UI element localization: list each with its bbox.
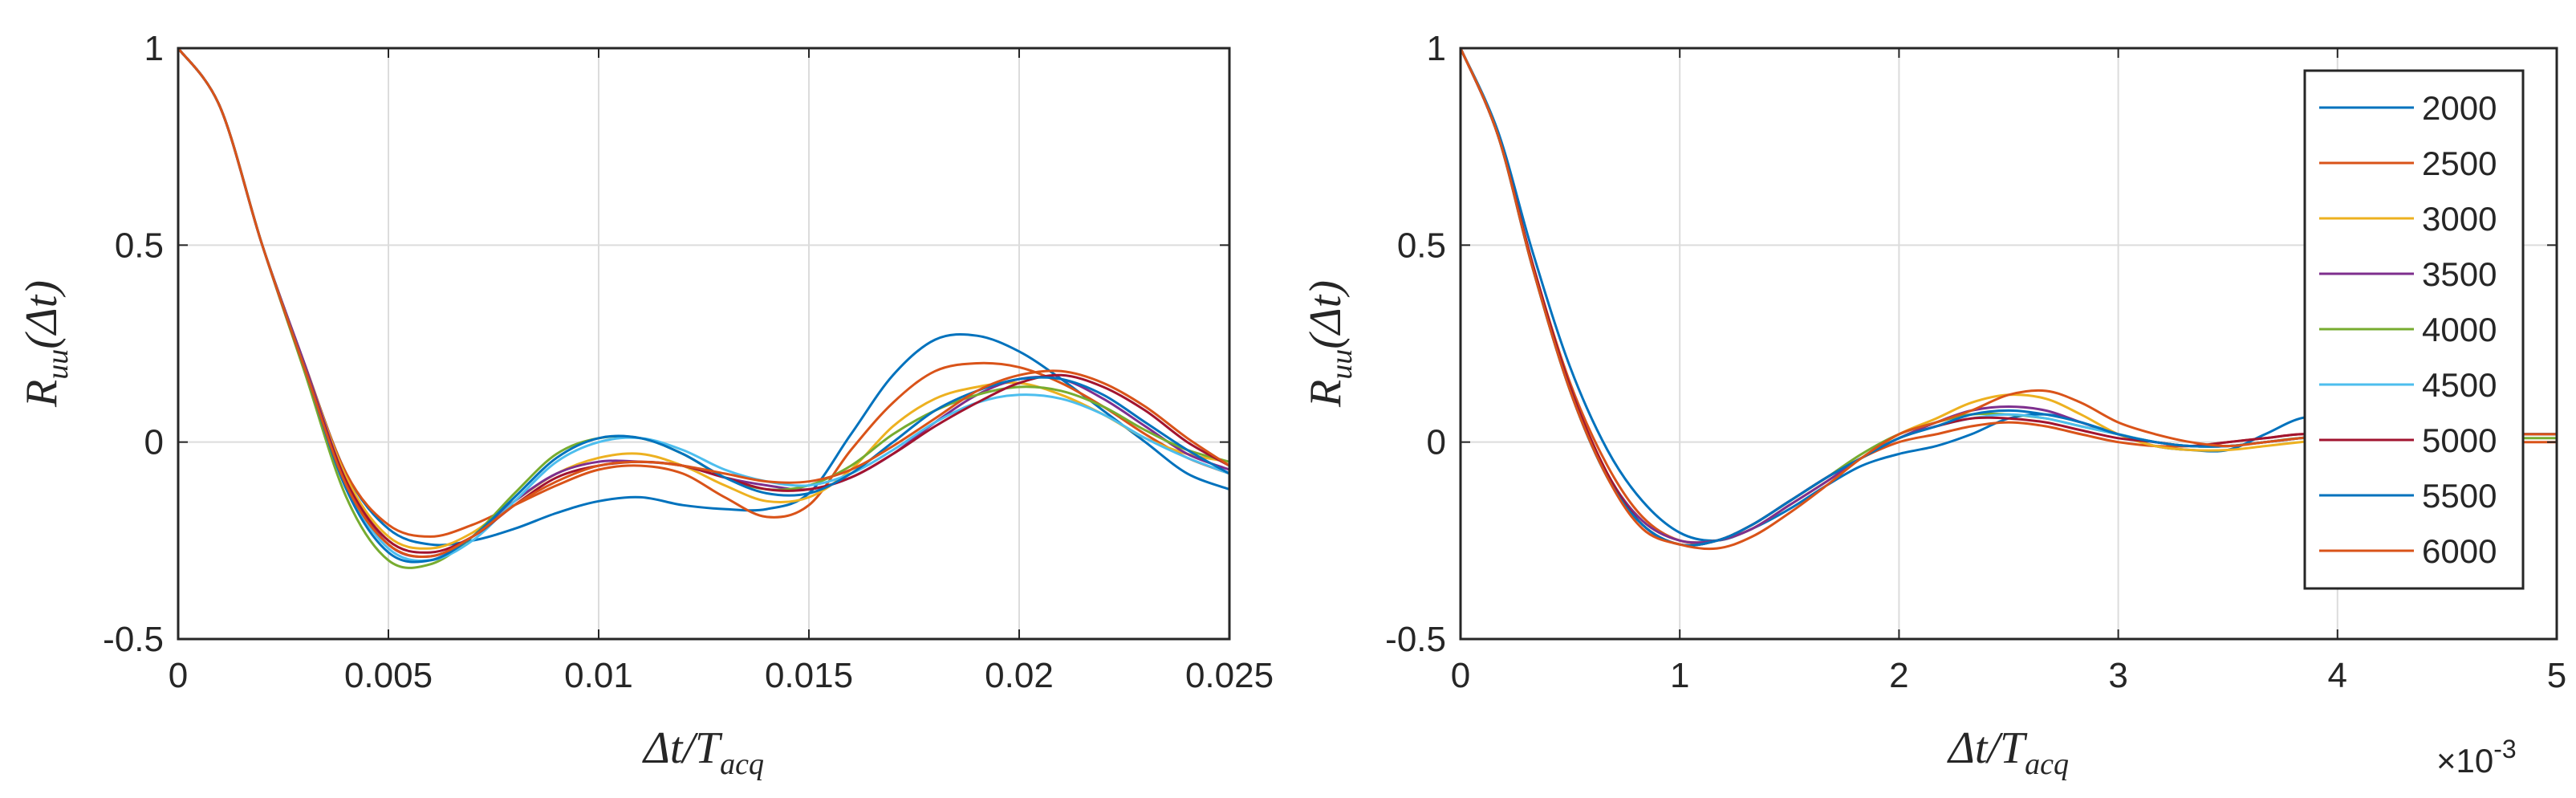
right-xtick-label: 5 xyxy=(2547,656,2566,695)
left-ticks: 0 0.005 0.01 0.015 0.02 0.025-0.500.51 xyxy=(103,29,1274,695)
right-ytick-label: 0.5 xyxy=(1397,226,1446,265)
left-xtick-label: 0.025 xyxy=(1185,656,1274,695)
right-xtick-label: 2 xyxy=(1889,656,1908,695)
legend-label-4000: 4000 xyxy=(2422,311,2497,348)
legend-label-6000: 6000 xyxy=(2422,532,2497,570)
left-panel: 0 0.005 0.01 0.015 0.02 0.025-0.500.51 Δt/Tac… xyxy=(17,29,1274,781)
left-series-group xyxy=(177,47,1230,569)
left-xtick-label: 0 xyxy=(169,656,188,695)
left-xtick-label: 0.02 xyxy=(985,656,1054,695)
left-ytick-label: 0 xyxy=(144,423,164,462)
right-axes-box xyxy=(1459,47,2558,641)
right-xtick-label: 1 xyxy=(1670,656,1689,695)
left-ytick-label: 1 xyxy=(144,29,164,68)
legend-label-2000: 2000 xyxy=(2422,89,2497,127)
left-series-6000 xyxy=(177,47,1230,558)
right-ylabel: Ruu(Δt) xyxy=(1301,280,1359,408)
left-xtick-label: 0.015 xyxy=(765,656,853,695)
legend-label-5000: 5000 xyxy=(2422,421,2497,459)
right-ytick-label: 0 xyxy=(1427,423,1446,462)
left-ytick-label: 0.5 xyxy=(115,226,164,265)
right-ytick-label: 1 xyxy=(1427,29,1446,68)
left-axes-box xyxy=(177,47,1231,641)
right-xtick-label: 3 xyxy=(2108,656,2127,695)
right-ticks: 0 1 2 3 4 5-0.500.51 xyxy=(1385,29,2566,695)
right-xtick-label: 4 xyxy=(2328,656,2347,695)
left-grid xyxy=(178,48,1229,639)
left-ylabel: Ruu(Δt) xyxy=(17,280,75,408)
left-xtick-label: 0.005 xyxy=(344,656,433,695)
legend-label-3500: 3500 xyxy=(2422,255,2497,293)
legend: 2000 2500 3000 3500 4000 4500 5000 5500 6000 xyxy=(2303,69,2525,590)
legend-label-3000: 3000 xyxy=(2422,200,2497,238)
left-ytick-label: -0.5 xyxy=(103,620,164,659)
right-ytick-label: -0.5 xyxy=(1385,620,1446,659)
legend-label-2500: 2500 xyxy=(2422,145,2497,182)
legend-label-4500: 4500 xyxy=(2422,366,2497,404)
left-xtick-label: 0.01 xyxy=(564,656,633,695)
legend-label-5500: 5500 xyxy=(2422,477,2497,515)
right-xtick-label: 0 xyxy=(1451,656,1470,695)
right-panel: 0 1 2 3 4 5-0.500.51 Δt/Tacq Ruu(Δt) ×10-3 20… xyxy=(1301,29,2566,781)
